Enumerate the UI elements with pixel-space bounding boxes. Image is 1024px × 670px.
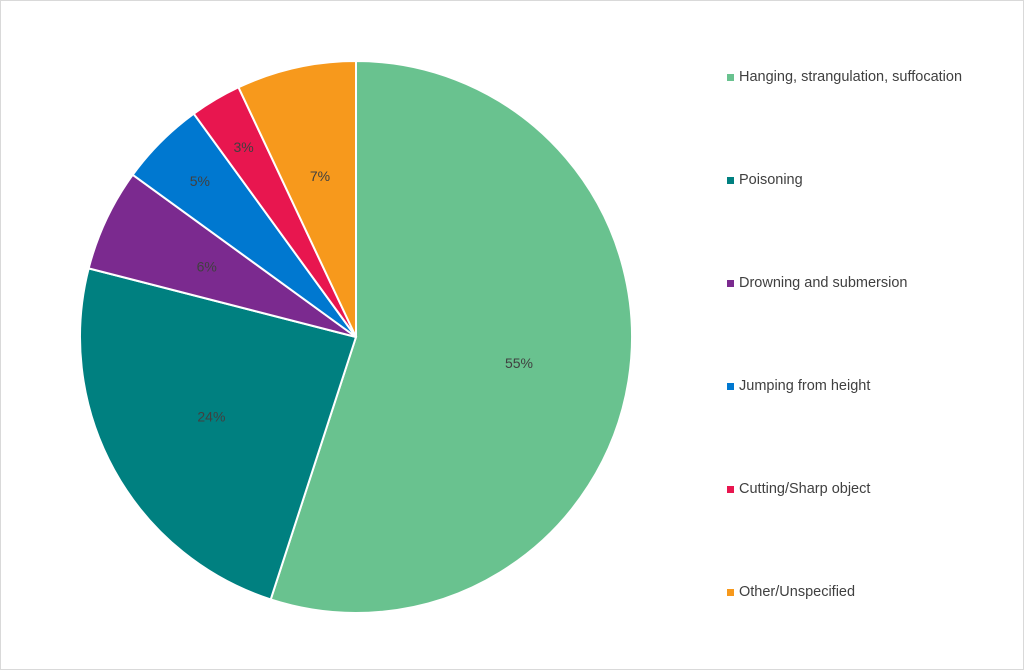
legend-label: Jumping from height xyxy=(739,378,871,394)
pie-slice-poisoning xyxy=(79,267,358,601)
legend-label: Hanging, strangulation, suffocation xyxy=(739,69,963,85)
legend-swatch xyxy=(727,485,734,493)
data-label-cutting: 3% xyxy=(233,139,253,155)
legend-item-poisoning: Poisoning xyxy=(727,170,803,190)
pie-slice-hanging xyxy=(269,59,633,614)
data-label-poisoning: 24% xyxy=(197,408,225,424)
legend-item-hanging: Hanging, strangulation, suffocation xyxy=(727,67,962,87)
legend-swatch xyxy=(727,382,734,390)
data-label-other: 7% xyxy=(310,168,330,184)
legend-label: Other/Unspecified xyxy=(739,584,856,600)
legend-item-other: Other/Unspecified xyxy=(727,582,855,602)
data-label-hanging: 55% xyxy=(505,355,533,371)
pie-slice-other xyxy=(237,59,357,338)
legend-item-cutting: Cutting/Sharp object xyxy=(727,479,870,499)
legend-swatch xyxy=(727,588,734,596)
data-label-jumping: 5% xyxy=(190,173,210,189)
data-label-drowning: 6% xyxy=(197,259,217,275)
legend-item-jumping: Jumping from height xyxy=(727,376,870,396)
legend-label: Cutting/Sharp object xyxy=(739,481,871,497)
legend-label: Poisoning xyxy=(739,172,803,188)
legend-swatch xyxy=(727,176,734,184)
legend-swatch xyxy=(727,279,734,287)
legend-label: Drowning and submersion xyxy=(739,275,908,291)
legend-swatch xyxy=(727,73,734,81)
legend-item-drowning: Drowning and submersion xyxy=(727,273,907,293)
